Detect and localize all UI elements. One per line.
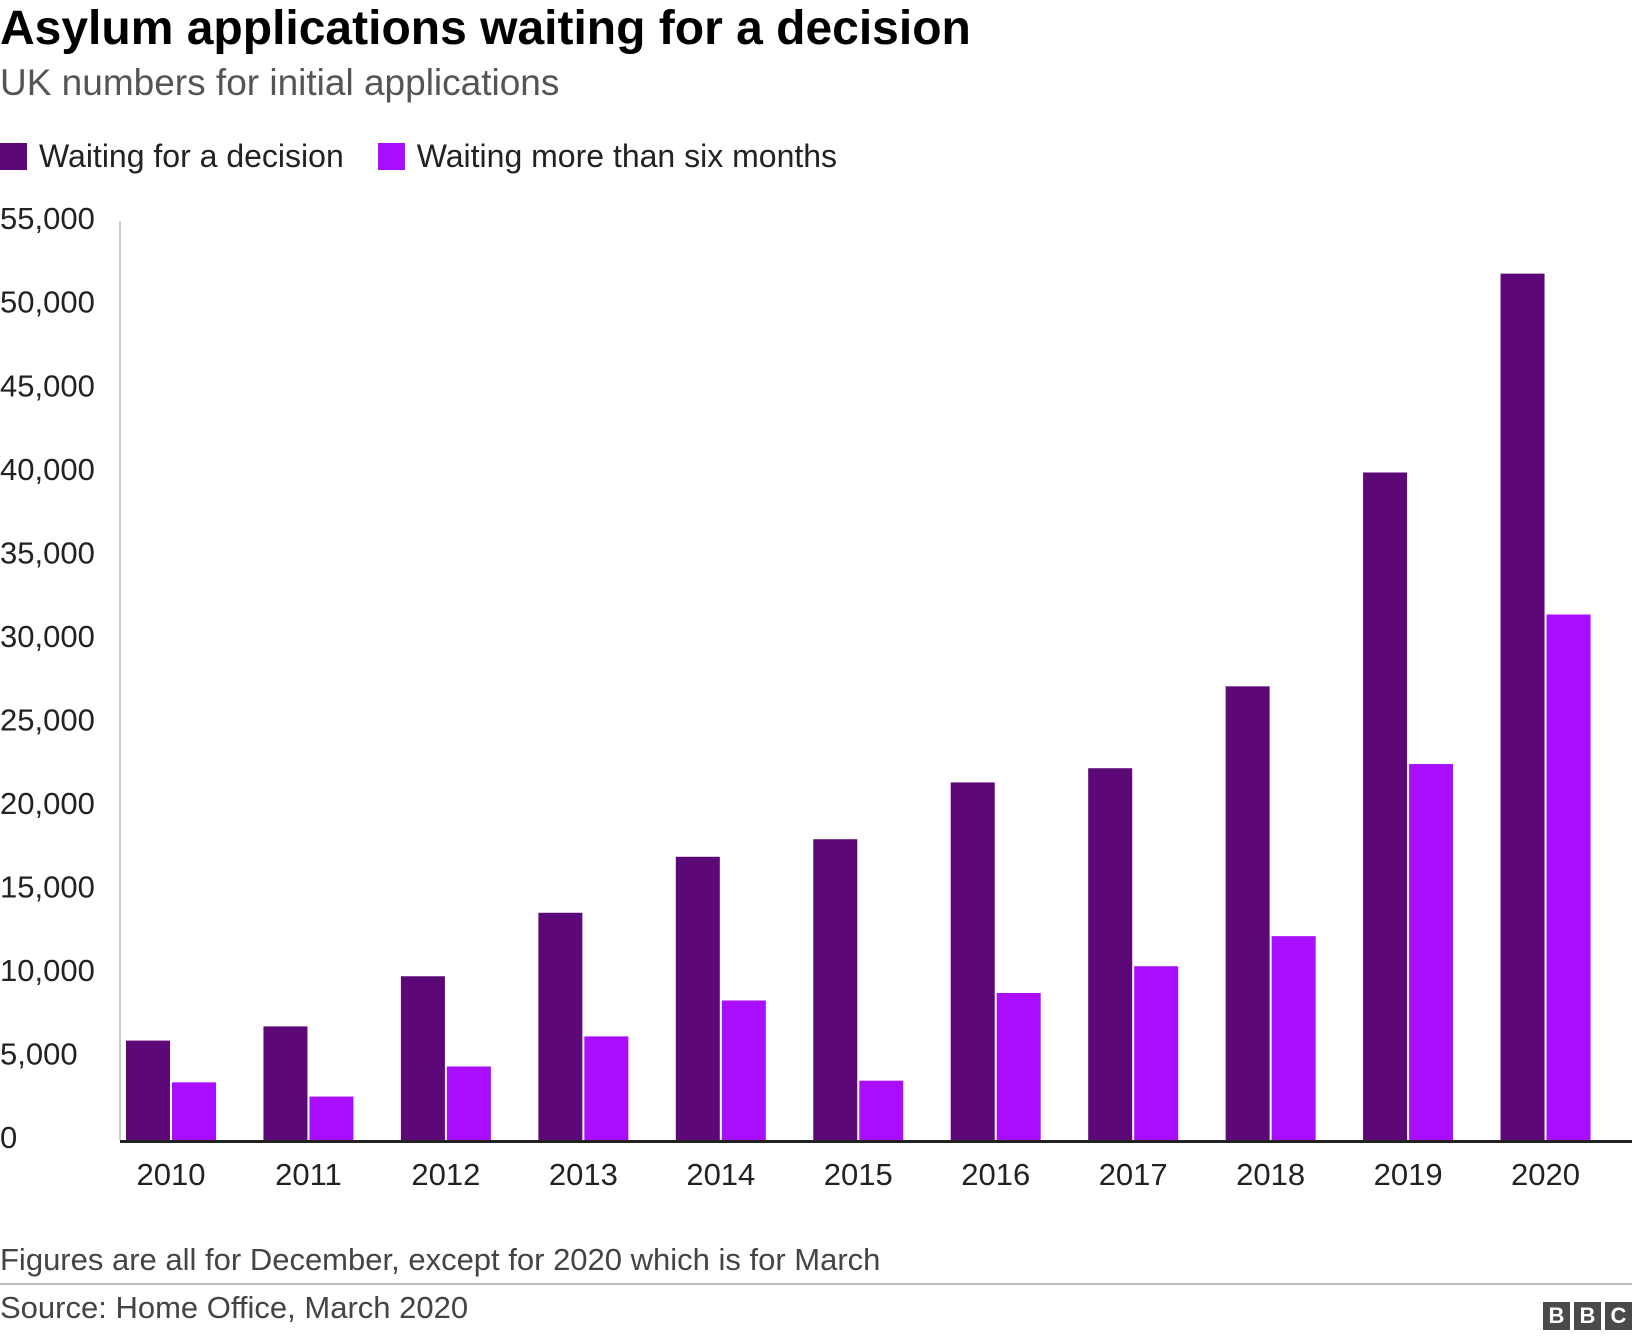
legend-label-waiting: Waiting for a decision xyxy=(39,137,344,174)
chart-title: Asylum applications waiting for a decisi… xyxy=(0,2,971,55)
x-tick-label: 2018 xyxy=(1236,1157,1305,1192)
legend-label-six-months: Waiting more than six months xyxy=(416,137,838,174)
y-tick-label: 45,000 xyxy=(0,368,95,403)
bbc-logo-letter: C xyxy=(1605,1302,1632,1330)
x-axis-labels: 2010 2011 2012 2013 2014 2015 2016 2017 2018 2019… xyxy=(137,1157,1581,1192)
bar-waiting-2011 xyxy=(263,1026,308,1140)
bar-six-months-2010 xyxy=(172,1082,216,1140)
bars xyxy=(126,273,1591,1141)
y-tick-label: 0 xyxy=(0,1120,17,1155)
footer-divider xyxy=(0,1283,1632,1285)
y-tick-label: 20,000 xyxy=(0,786,95,821)
bar-six-months-2013 xyxy=(584,1036,629,1140)
bar-chart: 0 5,000 10,000 15,000 20,000 25,000 30,000 35,0… xyxy=(0,201,1632,1192)
y-tick-label: 15,000 xyxy=(0,870,95,905)
legend-item-six-months: Waiting more than six months xyxy=(377,137,838,175)
y-tick-label: 25,000 xyxy=(0,702,95,737)
x-tick-label: 2016 xyxy=(961,1157,1030,1192)
x-tick-label: 2014 xyxy=(686,1157,755,1192)
bar-six-months-2012 xyxy=(446,1066,491,1140)
bar-six-months-2015 xyxy=(859,1080,904,1140)
x-tick-label: 2017 xyxy=(1099,1157,1168,1192)
bar-waiting-2010 xyxy=(126,1040,170,1140)
y-tick-label: 5,000 xyxy=(0,1037,78,1072)
y-tick-label: 10,000 xyxy=(0,953,95,988)
y-tick-label: 30,000 xyxy=(0,619,95,654)
bar-six-months-2018 xyxy=(1271,936,1316,1140)
bar-waiting-2014 xyxy=(675,856,720,1140)
y-tick-label: 50,000 xyxy=(0,285,95,320)
bar-waiting-2016 xyxy=(950,782,995,1140)
bar-waiting-2015 xyxy=(813,839,858,1140)
bar-waiting-2017 xyxy=(1088,768,1133,1140)
bbc-logo-letter: B xyxy=(1574,1302,1601,1330)
x-tick-label: 2010 xyxy=(137,1157,206,1192)
y-tick-label: 55,000 xyxy=(0,201,95,236)
x-tick-label: 2015 xyxy=(824,1157,893,1192)
bar-six-months-2011 xyxy=(309,1096,354,1140)
footnote: Figures are all for December, except for… xyxy=(0,1242,881,1277)
bar-waiting-2020 xyxy=(1500,273,1545,1140)
x-tick-label: 2019 xyxy=(1374,1157,1443,1192)
legend-swatch-six-months xyxy=(377,142,405,170)
x-tick-label: 2011 xyxy=(275,1157,342,1192)
bar-six-months-2017 xyxy=(1134,966,1179,1140)
y-tick-label: 35,000 xyxy=(0,535,95,570)
bar-waiting-2019 xyxy=(1363,472,1408,1141)
bar-waiting-2012 xyxy=(400,976,445,1140)
y-tick-label: 40,000 xyxy=(0,452,95,487)
bar-six-months-2016 xyxy=(996,992,1041,1140)
legend: Waiting for a decision Waiting more than… xyxy=(0,136,871,176)
bar-waiting-2018 xyxy=(1225,686,1270,1140)
legend-swatch-waiting xyxy=(0,142,27,170)
bar-six-months-2014 xyxy=(721,1000,766,1140)
legend-item-waiting: Waiting for a decision xyxy=(0,138,344,175)
x-tick-label: 2020 xyxy=(1511,1157,1580,1192)
bbc-logo-letter: B xyxy=(1543,1302,1570,1330)
y-axis-labels: 0 5,000 10,000 15,000 20,000 25,000 30,000 35,0… xyxy=(0,201,95,1155)
source-note: Source: Home Office, March 2020 xyxy=(0,1290,469,1325)
chart-subtitle: UK numbers for initial applications xyxy=(0,62,560,103)
bar-six-months-2019 xyxy=(1409,764,1454,1140)
x-tick-label: 2013 xyxy=(549,1157,618,1192)
bar-waiting-2013 xyxy=(538,912,583,1140)
x-tick-label: 2012 xyxy=(411,1157,480,1192)
bbc-logo: B B C xyxy=(1539,1302,1632,1330)
bar-six-months-2020 xyxy=(1546,614,1591,1140)
